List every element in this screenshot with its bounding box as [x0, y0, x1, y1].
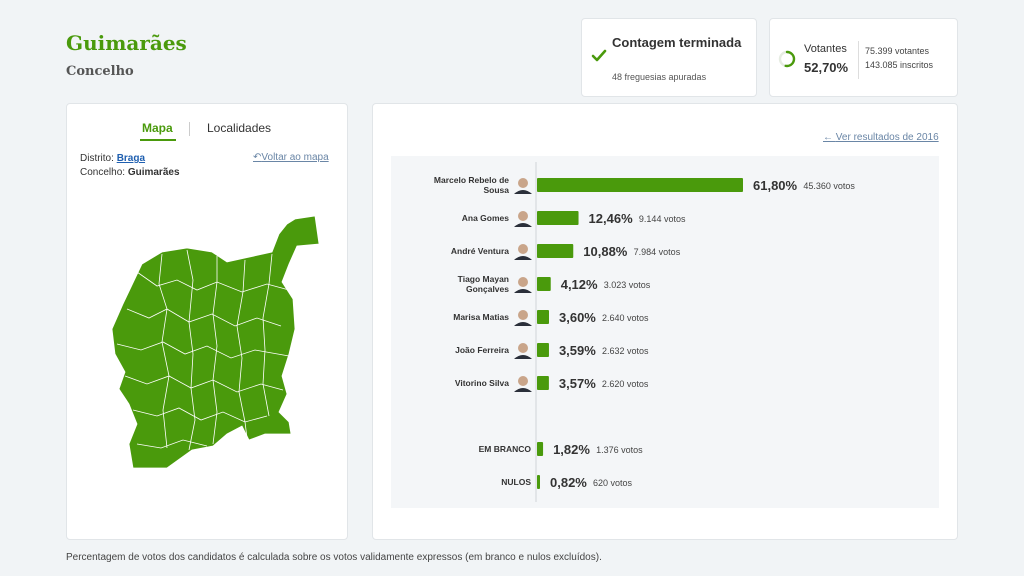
result-percent-label: 3,59%	[559, 343, 596, 358]
turnout-percent: 52,70%	[804, 60, 849, 75]
result-bar[interactable]	[537, 310, 549, 324]
result-votes-label: 3.023 votos	[604, 280, 651, 290]
candidate-portrait-head	[518, 244, 528, 254]
result-bar[interactable]	[537, 475, 540, 489]
result-percent-label: 3,60%	[559, 310, 596, 325]
turnout-ring-fill	[778, 50, 796, 68]
voters-count: 75.399 votantes	[865, 46, 930, 56]
county-line: Concelho: Guimarães	[80, 167, 180, 178]
candidate-name-label: NULOS	[501, 477, 531, 487]
county-name: Guimarães	[127, 167, 180, 178]
candidate-name-label: Ana Gomes	[462, 213, 510, 223]
county-label: Concelho:	[80, 167, 126, 178]
result-percent-label: 10,88%	[583, 244, 628, 259]
candidate-name-label: Tiago Mayan	[458, 274, 509, 284]
district-line: Distrito: Braga	[80, 153, 145, 164]
candidate-portrait-head	[518, 310, 528, 320]
footnote: Percentagem de votos dos candidatos é ca…	[66, 552, 602, 563]
result-votes-label: 9.144 votos	[639, 214, 686, 224]
undo-icon: ↶	[253, 152, 262, 163]
tab-localities[interactable]: Localidades	[207, 121, 272, 135]
results-panel: ← Ver resultados de 2016 Marcelo Rebelo …	[372, 103, 958, 540]
back-to-map-label: Voltar ao mapa	[261, 152, 329, 163]
result-bar[interactable]	[537, 244, 574, 258]
result-votes-label: 620 votos	[593, 478, 633, 488]
map-panel: Mapa Localidades Distrito: Braga Concelh…	[66, 103, 348, 540]
active-tab-indicator	[140, 139, 176, 141]
result-percent-label: 1,82%	[553, 442, 590, 457]
page-title: Guimarães	[66, 31, 187, 55]
candidate-portrait-body	[514, 223, 532, 227]
previous-results-label: Ver resultados de 2016	[835, 132, 939, 143]
result-votes-label: 45.360 votos	[803, 181, 855, 191]
candidate-name-label: Vitorino Silva	[455, 378, 509, 388]
district-link[interactable]: Braga	[116, 153, 146, 164]
candidate-name-label: Gonçalves	[466, 284, 509, 294]
candidate-name-label: Sousa	[483, 185, 509, 195]
chart-plot-area	[391, 156, 939, 508]
checkmark-icon	[591, 49, 607, 62]
voters-card: Votantes 52,70% 75.399 votantes 143.085 …	[769, 18, 958, 97]
voters-label: Votantes	[804, 43, 847, 55]
result-votes-label: 2.640 votos	[602, 313, 649, 323]
candidate-portrait-body	[514, 289, 532, 293]
result-votes-label: 7.984 votos	[634, 247, 681, 257]
back-to-map-link[interactable]: ↶Voltar ao mapa	[253, 152, 329, 163]
candidate-name-label: Marcelo Rebelo de	[434, 175, 509, 185]
candidate-portrait-head	[518, 277, 528, 287]
result-bar[interactable]	[537, 178, 743, 192]
result-bar[interactable]	[537, 343, 549, 357]
parish-borders	[116, 249, 290, 451]
candidate-name-label: João Ferreira	[455, 345, 509, 355]
result-votes-label: 2.620 votos	[602, 379, 649, 389]
tab-divider	[189, 122, 190, 136]
result-percent-label: 0,82%	[550, 475, 587, 490]
result-percent-label: 12,46%	[589, 211, 634, 226]
turnout-ring-icon	[778, 50, 796, 68]
candidate-portrait-body	[514, 256, 532, 260]
candidate-portrait-head	[518, 376, 528, 386]
page-subtitle: Concelho	[66, 64, 134, 79]
previous-results-link[interactable]: ← Ver resultados de 2016	[823, 132, 939, 143]
count-status-subtitle: 48 freguesias apuradas	[612, 72, 707, 82]
candidate-name-label: Marisa Matias	[453, 312, 509, 322]
result-percent-label: 3,57%	[559, 376, 596, 391]
candidate-portrait-body	[514, 388, 532, 392]
arrow-left-icon: ←	[823, 132, 833, 143]
result-bar[interactable]	[537, 376, 549, 390]
candidate-name-label: EM BRANCO	[479, 444, 532, 454]
result-votes-label: 2.632 votos	[602, 346, 649, 356]
candidate-portrait-head	[518, 211, 528, 221]
candidate-name-label: André Ventura	[451, 246, 509, 256]
result-bar[interactable]	[537, 442, 544, 456]
result-votes-label: 1.376 votos	[596, 445, 643, 455]
registered-count: 143.085 inscritos	[865, 60, 934, 70]
result-percent-label: 4,12%	[561, 277, 598, 292]
candidate-portrait-body	[514, 190, 532, 194]
candidate-portrait-head	[518, 178, 528, 188]
result-percent-label: 61,80%	[753, 178, 798, 193]
district-label: Distrito:	[80, 153, 114, 164]
municipality-map[interactable]	[67, 104, 349, 541]
count-status-card: Contagem terminada 48 freguesias apurada…	[581, 18, 757, 97]
candidate-portrait-head	[518, 343, 528, 353]
result-bar[interactable]	[537, 277, 551, 291]
divider	[858, 41, 859, 79]
candidate-portrait-body	[514, 322, 532, 326]
tab-map[interactable]: Mapa	[142, 121, 173, 135]
count-status-title: Contagem terminada	[612, 35, 742, 50]
candidate-portrait-body	[514, 355, 532, 359]
result-bar[interactable]	[537, 211, 579, 225]
municipality-shape[interactable]	[111, 215, 320, 469]
